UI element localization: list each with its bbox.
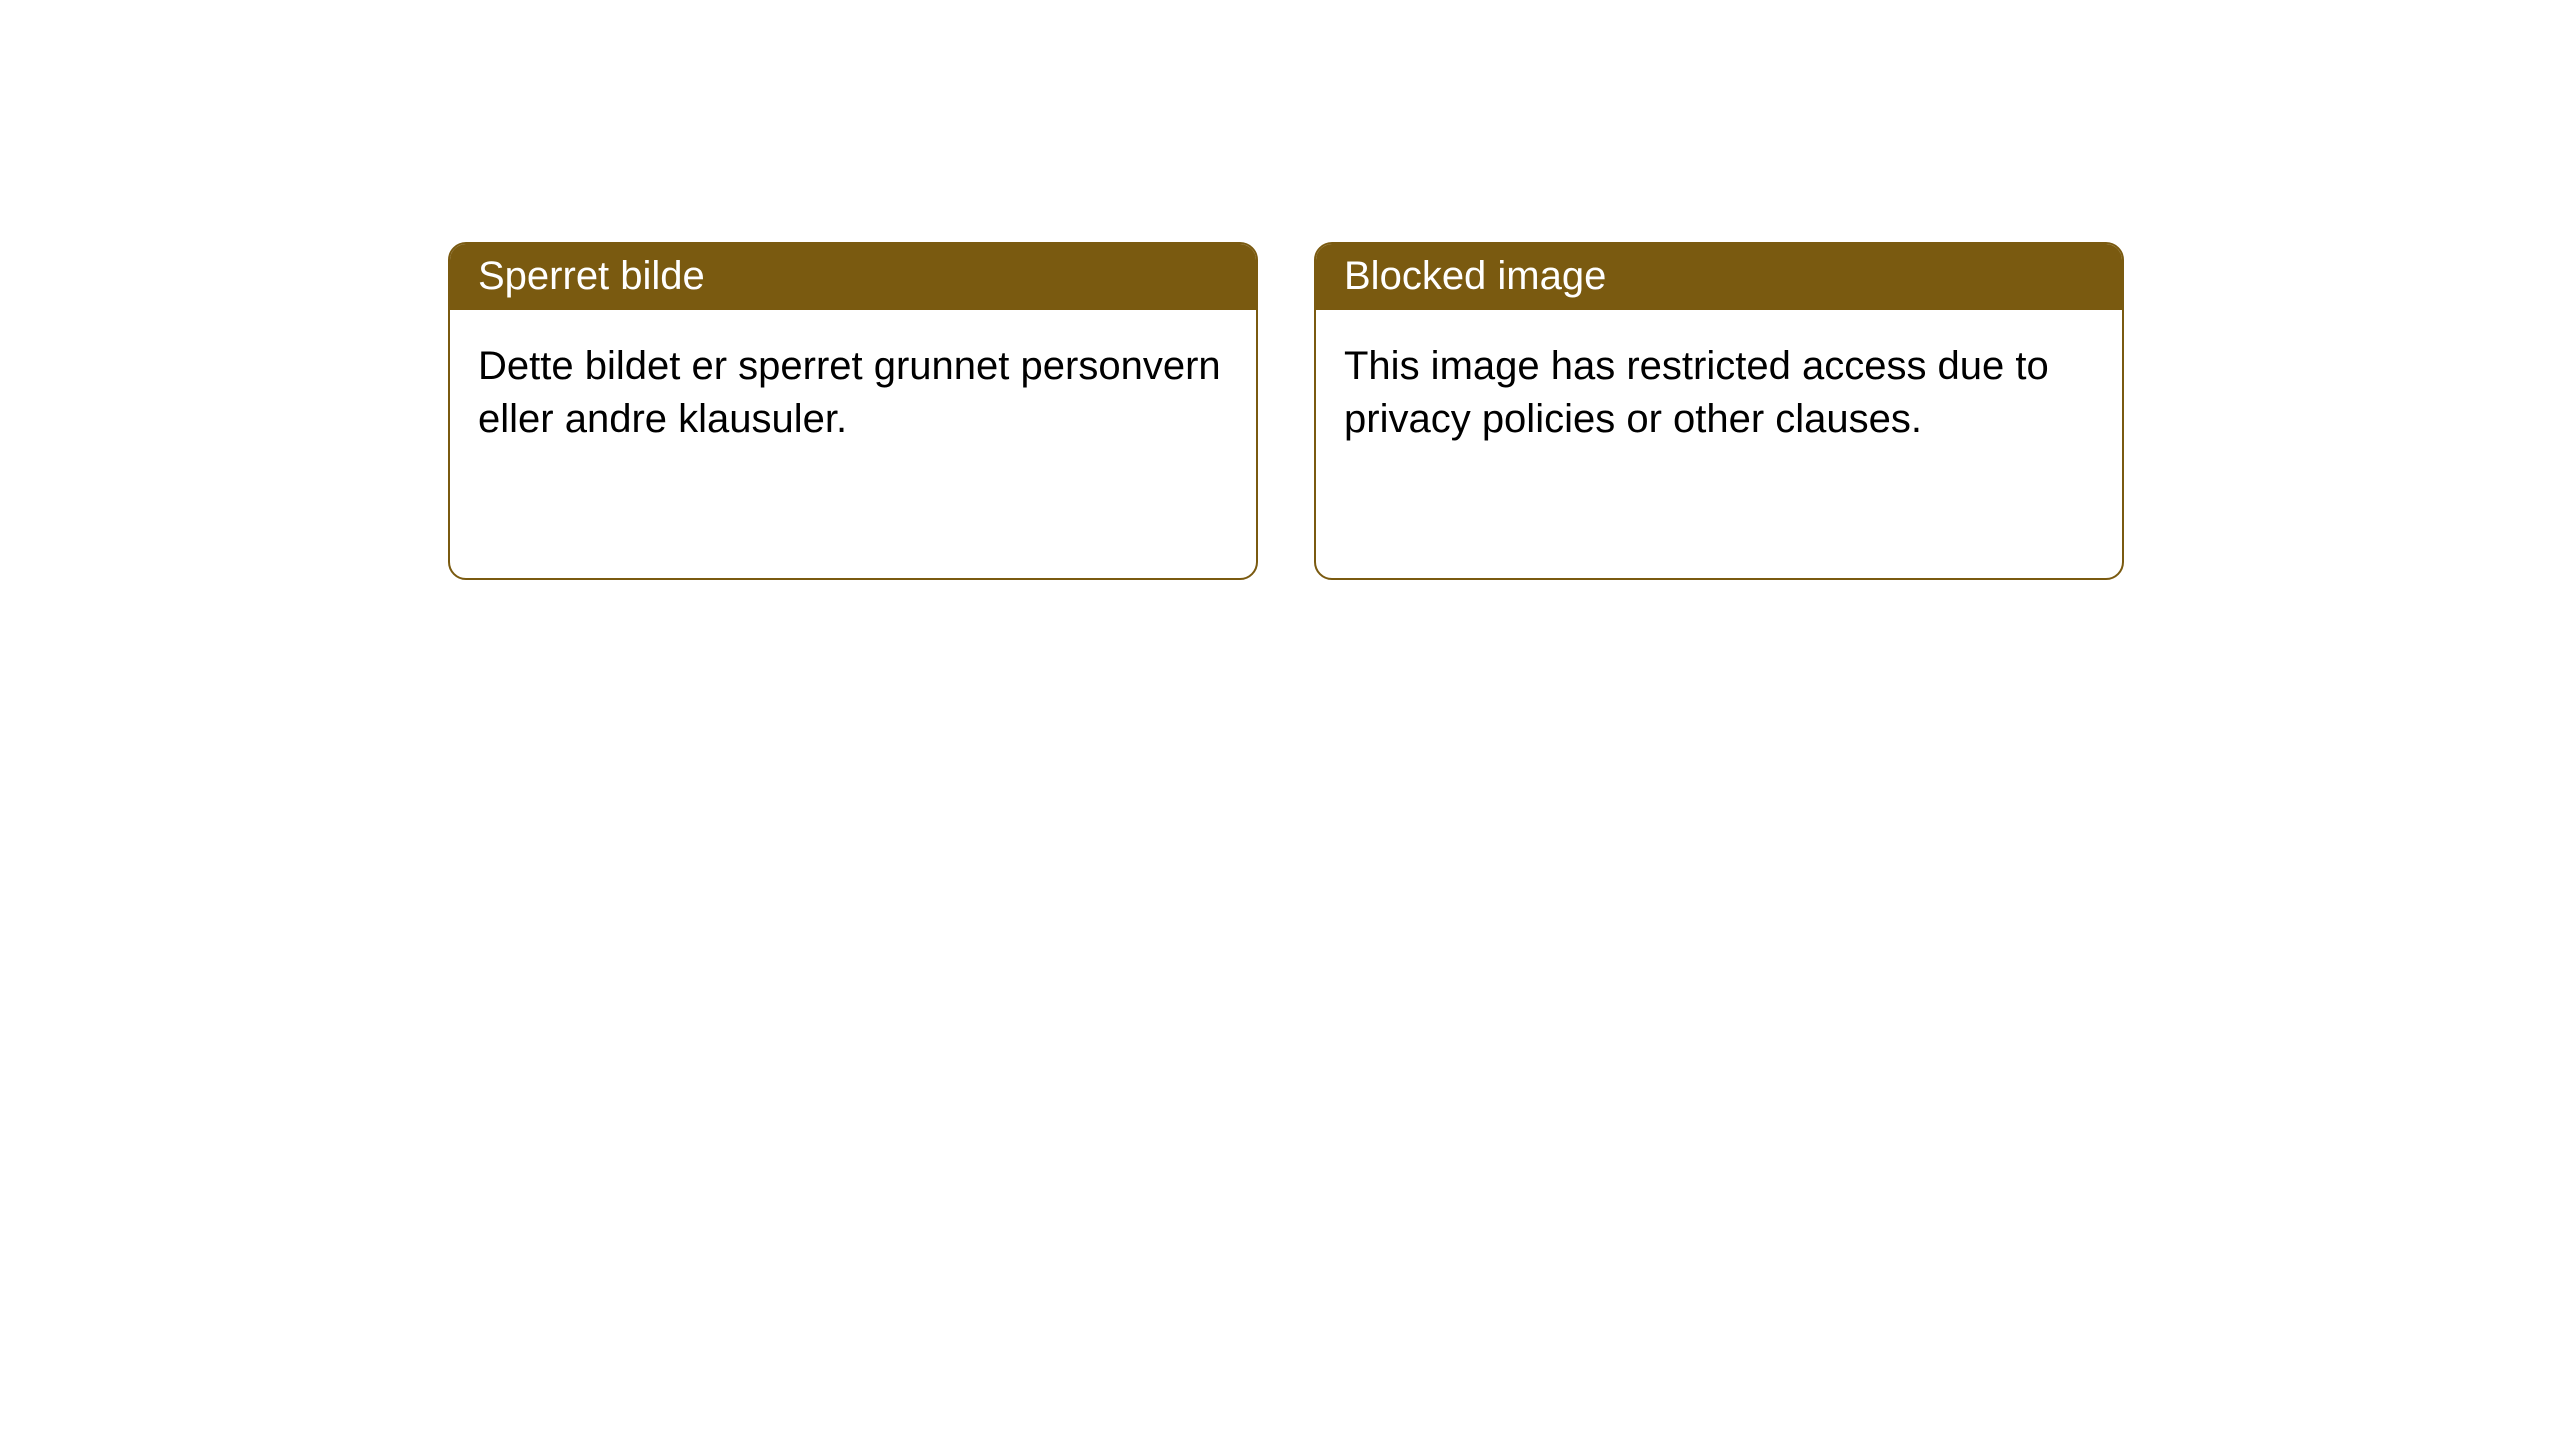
card-body: Dette bildet er sperret grunnet personve… bbox=[450, 310, 1256, 474]
notice-card-norwegian: Sperret bilde Dette bildet er sperret gr… bbox=[448, 242, 1258, 580]
notice-card-english: Blocked image This image has restricted … bbox=[1314, 242, 2124, 580]
card-body-text: Dette bildet er sperret grunnet personve… bbox=[478, 344, 1221, 441]
card-body-text: This image has restricted access due to … bbox=[1344, 344, 2049, 441]
card-header: Sperret bilde bbox=[450, 244, 1256, 310]
card-header-text: Blocked image bbox=[1344, 254, 1606, 298]
card-body: This image has restricted access due to … bbox=[1316, 310, 2122, 474]
notice-container: Sperret bilde Dette bildet er sperret gr… bbox=[0, 0, 2560, 580]
card-header: Blocked image bbox=[1316, 244, 2122, 310]
card-header-text: Sperret bilde bbox=[478, 254, 705, 298]
